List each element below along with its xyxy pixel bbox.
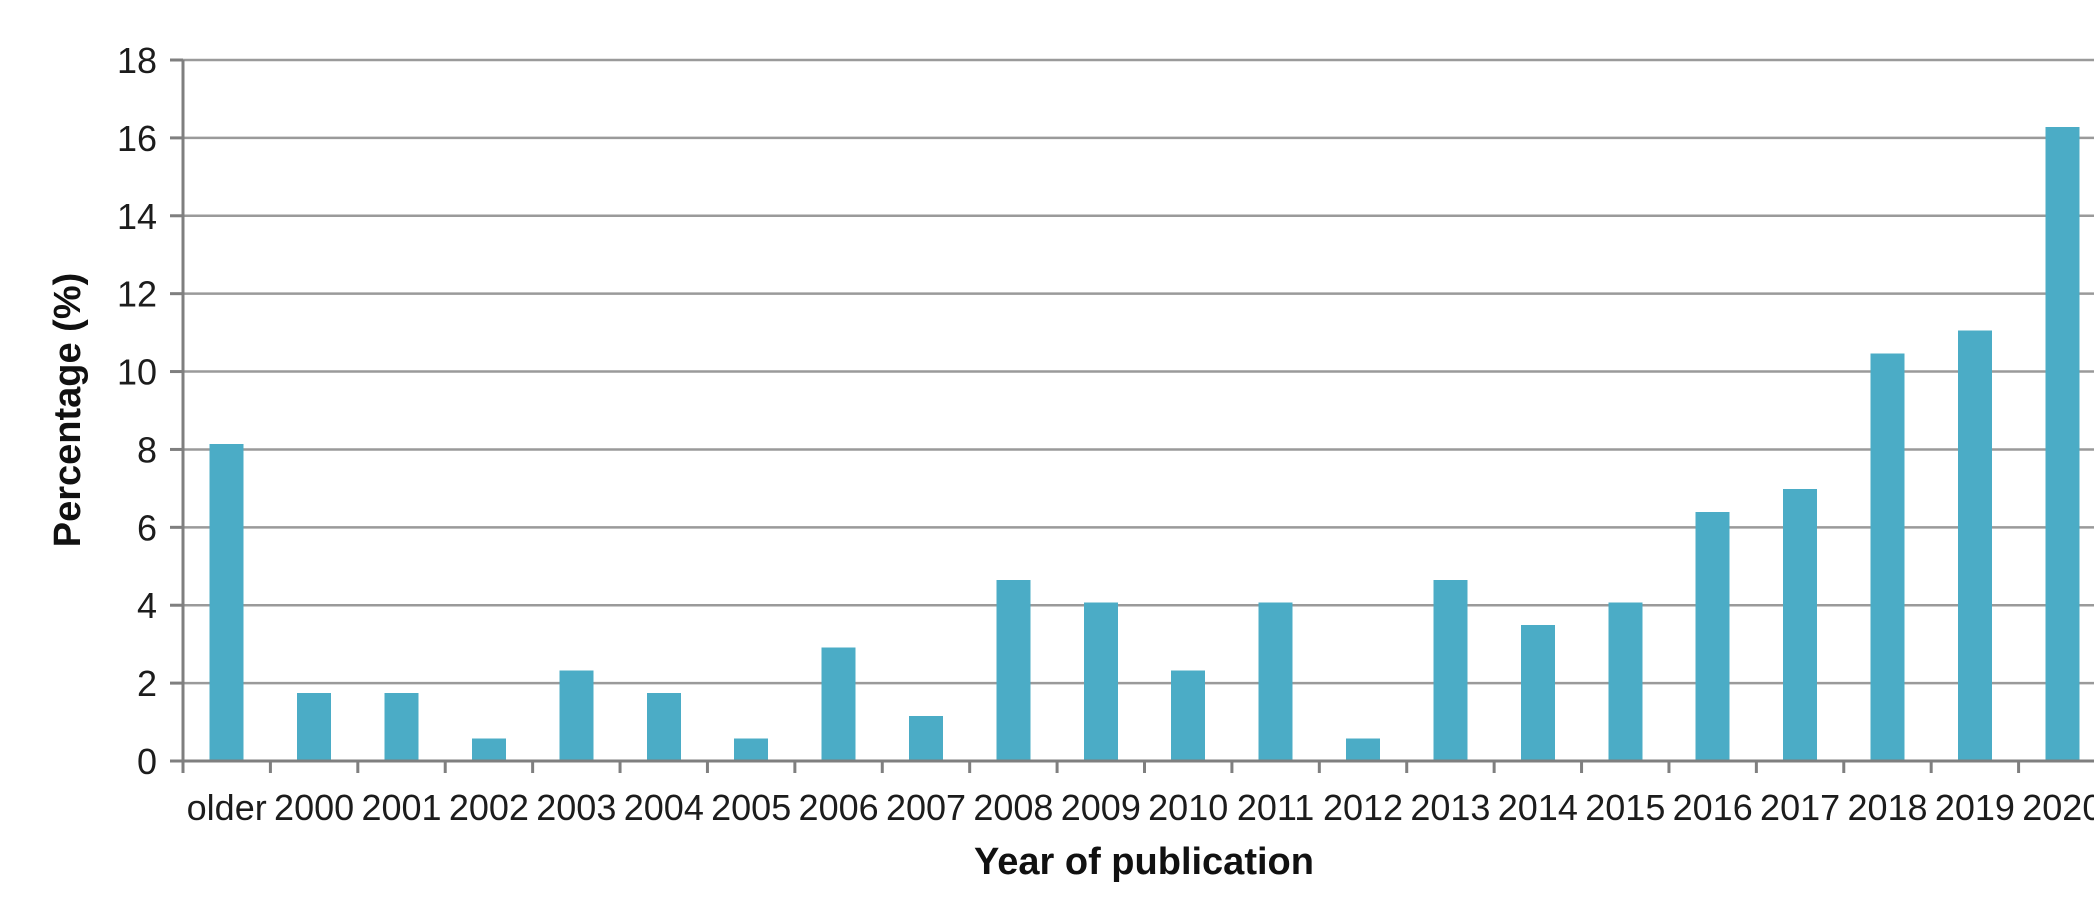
bar-2008	[996, 579, 1031, 761]
y-tick-label: 6	[137, 507, 157, 548]
bar-chart-figure: 0 2 4 6 8 10 12 14 16 18 older 2000 2001 2002 2003 200…	[40, 16, 2094, 890]
x-tick-label: 2005	[711, 787, 791, 828]
x-tick-label: 2009	[1061, 787, 1141, 828]
bar-2011	[1258, 602, 1293, 761]
y-tick-label: 2	[137, 663, 157, 704]
y-tick-label: 4	[137, 585, 157, 626]
x-tick-label: 2019	[1935, 787, 2015, 828]
x-tick-label: 2012	[1323, 787, 1403, 828]
bar-2001	[384, 693, 419, 761]
bar-2010	[1171, 670, 1206, 761]
y-axis-tick-labels: 0 2 4 6 8 10 12 14 16 18	[117, 40, 157, 782]
bar-2018	[1870, 353, 1905, 761]
x-tick-label: 2007	[886, 787, 966, 828]
bar-2016	[1695, 511, 1730, 761]
x-tick-label: 2002	[449, 787, 529, 828]
x-tick-label: 2014	[1498, 787, 1578, 828]
bar-older	[209, 444, 244, 761]
bar-2012	[1346, 738, 1380, 761]
bar-2007	[909, 715, 943, 761]
bar-2015	[1608, 602, 1643, 761]
bar-2013	[1433, 579, 1468, 761]
x-tick-label: 2001	[361, 787, 441, 828]
bar-2017	[1783, 489, 1818, 761]
x-tick-label: 2020	[2022, 787, 2094, 828]
y-tick-label: 12	[117, 274, 157, 315]
bar-2020	[2045, 127, 2080, 761]
y-tick-label: 10	[117, 352, 157, 393]
bar-2004	[646, 693, 681, 761]
bar-series	[209, 127, 2080, 761]
bar-2003	[559, 670, 594, 761]
bar-2005	[734, 738, 769, 761]
x-axis-tick-labels: older 2000 2001 2002 2003 2004 2005 2006 2007 200…	[187, 787, 2094, 828]
bar-2002	[471, 738, 506, 761]
x-tick-label: 2008	[973, 787, 1053, 828]
y-tick-label: 14	[117, 196, 157, 237]
y-tick-label: 0	[137, 741, 157, 782]
x-tick-label: 2006	[799, 787, 879, 828]
x-axis-title: Year of publication	[974, 841, 1314, 883]
bar-2019	[1957, 330, 1992, 761]
y-axis-title: Percentage (%)	[47, 273, 89, 548]
bar-2006	[821, 647, 856, 761]
y-tick-label: 8	[137, 429, 157, 470]
x-tick-label: 2011	[1237, 787, 1314, 828]
x-tick-label: 2004	[624, 787, 704, 828]
axes	[170, 58, 2094, 773]
x-tick-label: 2017	[1760, 787, 1840, 828]
x-tick-label: 2013	[1410, 787, 1490, 828]
x-tick-label: 2016	[1673, 787, 1753, 828]
y-tick-label: 16	[117, 118, 157, 159]
x-tick-label: older	[187, 787, 267, 828]
bar-2000	[297, 693, 332, 761]
y-tick-label: 18	[117, 40, 157, 81]
x-tick-label: 2000	[274, 787, 354, 828]
x-tick-label: 2015	[1585, 787, 1665, 828]
bar-2009	[1083, 602, 1118, 761]
x-tick-label: 2018	[1847, 787, 1927, 828]
x-tick-label: 2003	[536, 787, 616, 828]
bar-2014	[1520, 625, 1555, 761]
x-tick-label: 2010	[1148, 787, 1228, 828]
gridlines	[183, 58, 2094, 685]
